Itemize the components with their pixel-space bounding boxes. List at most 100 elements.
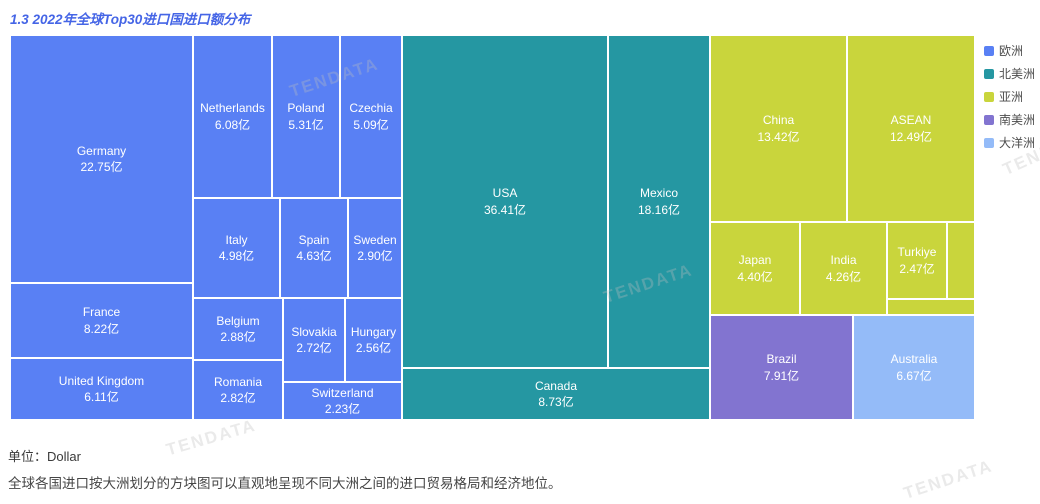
cell-value: 5.09亿 — [353, 117, 389, 132]
legend-label: 南美洲 — [999, 113, 1036, 127]
cell-value: 7.91亿 — [763, 368, 800, 383]
treemap-cell-italy[interactable]: Italy 4.98亿 — [193, 198, 280, 298]
cell-value: 2.47亿 — [899, 261, 935, 276]
unit-label: 单位：Dollar — [8, 449, 81, 464]
cell-value: 2.72亿 — [296, 341, 332, 355]
cell-label: Romania 2.82亿 — [214, 374, 262, 406]
treemap-cell-romania[interactable]: Romania 2.82亿 — [193, 360, 283, 420]
cell-label: India 4.26亿 — [826, 252, 861, 284]
cell-value: 2.90亿 — [357, 249, 393, 263]
legend-label: 亚洲 — [999, 90, 1024, 104]
cell-value: 5.31亿 — [288, 117, 324, 132]
treemap-cell-china[interactable]: China 13.42亿 — [710, 35, 847, 222]
cell-value: 4.40亿 — [737, 269, 773, 284]
cell-label: China 13.42亿 — [757, 112, 799, 144]
treemap-cell-sweden[interactable]: Sweden 2.90亿 — [348, 198, 402, 298]
cell-country-name: Spain — [298, 232, 330, 247]
cell-label: Switzerland 2.23亿 — [311, 385, 373, 417]
cell-label: Spain 4.63亿 — [296, 232, 331, 264]
treemap-cell-asean[interactable]: ASEAN 12.49亿 — [847, 35, 975, 222]
cell-country-name: Belgium — [216, 313, 260, 328]
cell-country-name: France — [82, 305, 121, 320]
cell-country-name: USA — [492, 186, 518, 201]
cell-country-name: Poland — [287, 101, 325, 116]
treemap-cell-india[interactable]: India 4.26亿 — [800, 222, 887, 315]
treemap-cell-netherlands[interactable]: Netherlands 6.08亿 — [193, 35, 272, 198]
cell-value: 13.42亿 — [757, 129, 800, 144]
cell-country-name: Italy — [225, 232, 248, 247]
cell-country-name: Hungary — [350, 324, 397, 339]
cell-label: Slovakia 2.72亿 — [291, 324, 336, 356]
legend-item-4[interactable]: 南美洲 — [984, 111, 1035, 128]
cell-label: Poland 5.31亿 — [287, 100, 324, 132]
cell-value: 6.11亿 — [84, 390, 119, 404]
treemap-cell-belgium[interactable]: Belgium 2.88亿 — [193, 298, 283, 360]
legend-item-5[interactable]: 大洋洲 — [984, 134, 1035, 151]
cell-country-name: Canada — [534, 378, 578, 393]
legend-item-2[interactable]: 北美洲 — [984, 65, 1035, 82]
cell-value: 36.41亿 — [483, 202, 527, 217]
legend-item-1[interactable]: 欧洲 — [984, 42, 1035, 59]
legend-label: 北美洲 — [999, 67, 1036, 81]
cell-value: 8.73亿 — [538, 395, 574, 409]
cell-country-name: Czechia — [349, 101, 393, 116]
cell-value: 2.23亿 — [324, 402, 361, 416]
treemap-cell-mexico[interactable]: Mexico 18.16亿 — [608, 35, 710, 368]
cell-label: USA 36.41亿 — [484, 185, 526, 217]
treemap-cell-brazil[interactable]: Brazil 7.91亿 — [710, 315, 853, 420]
treemap-cell-spain[interactable]: Spain 4.63亿 — [280, 198, 348, 298]
cell-label: Germany 22.75亿 — [77, 143, 126, 175]
legend-swatch — [984, 114, 994, 125]
cell-value: 22.75亿 — [80, 160, 123, 174]
cell-label: Australia 6.67亿 — [891, 351, 938, 383]
treemap-cell-slovakia[interactable]: Slovakia 2.72亿 — [283, 298, 345, 382]
cell-value: 4.26亿 — [825, 269, 862, 284]
treemap-cell-hungary[interactable]: Hungary 2.56亿 — [345, 298, 402, 382]
cell-value: 6.67亿 — [896, 368, 932, 383]
cell-label: Sweden 2.90亿 — [353, 232, 396, 264]
treemap-chart: Germany 22.75亿 France 8.22亿 United Kingdom 6.… — [10, 35, 975, 420]
cell-label: Japan 4.40亿 — [737, 252, 772, 284]
cell-label: Hungary 2.56亿 — [351, 324, 396, 356]
treemap-cell-turkiye[interactable]: Turkiye 2.47亿 — [887, 222, 947, 299]
cell-label: ASEAN 12.49亿 — [890, 112, 932, 144]
cell-country-name: Switzerland — [311, 385, 374, 400]
legend-label: 大洋洲 — [999, 136, 1036, 150]
cell-value: 2.56亿 — [355, 341, 392, 355]
treemap-cell-unlabeled[interactable] — [887, 299, 975, 315]
legend-item-3[interactable]: 亚洲 — [984, 88, 1035, 105]
treemap-cell-japan[interactable]: Japan 4.40亿 — [710, 222, 800, 315]
legend-label: 欧洲 — [999, 44, 1024, 58]
cell-label: Mexico 18.16亿 — [638, 185, 680, 217]
treemap-cell-canada[interactable]: Canada 8.73亿 — [402, 368, 710, 420]
cell-country-name: Mexico — [639, 186, 678, 201]
cell-country-name: ASEAN — [890, 113, 932, 128]
treemap-cell-australia[interactable]: Australia 6.67亿 — [853, 315, 975, 420]
treemap-cell-usa[interactable]: USA 36.41亿 — [402, 35, 608, 368]
cell-label: Netherlands 6.08亿 — [200, 100, 265, 132]
treemap-cell-czechia[interactable]: Czechia 5.09亿 — [340, 35, 402, 198]
cell-value: 18.16亿 — [637, 202, 681, 217]
cell-value: 4.98亿 — [218, 249, 255, 263]
cell-value: 2.88亿 — [220, 330, 256, 344]
chart-description: 全球各国进口按大洲划分的方块图可以直观地呈现不同大洲之间的进口贸易格局和经济地位… — [8, 476, 562, 491]
cell-country-name: Romania — [213, 374, 263, 389]
treemap-cell-poland[interactable]: Poland 5.31亿 — [272, 35, 340, 198]
treemap-cell-germany[interactable]: Germany 22.75亿 — [10, 35, 193, 283]
treemap-cell-switzerland[interactable]: Switzerland 2.23亿 — [283, 382, 402, 420]
cell-label: Belgium 2.88亿 — [216, 313, 259, 345]
cell-label: Brazil 7.91亿 — [764, 351, 799, 383]
cell-value: 8.22亿 — [83, 321, 120, 336]
cell-value: 2.82亿 — [220, 391, 256, 405]
cell-value: 6.08亿 — [214, 117, 251, 132]
cell-label: Czechia 5.09亿 — [349, 100, 392, 132]
treemap-cell-unlabeled[interactable] — [947, 222, 975, 299]
cell-country-name: India — [830, 253, 857, 268]
cell-country-name: Slovakia — [291, 324, 337, 339]
cell-label: Canada 8.73亿 — [535, 378, 577, 410]
cell-country-name: Turkiye — [897, 245, 937, 260]
cell-country-name: Sweden — [353, 232, 397, 247]
treemap-cell-france[interactable]: France 8.22亿 — [10, 283, 193, 358]
legend-swatch — [984, 68, 994, 79]
treemap-cell-united-kingdom[interactable]: United Kingdom 6.11亿 — [10, 358, 193, 420]
